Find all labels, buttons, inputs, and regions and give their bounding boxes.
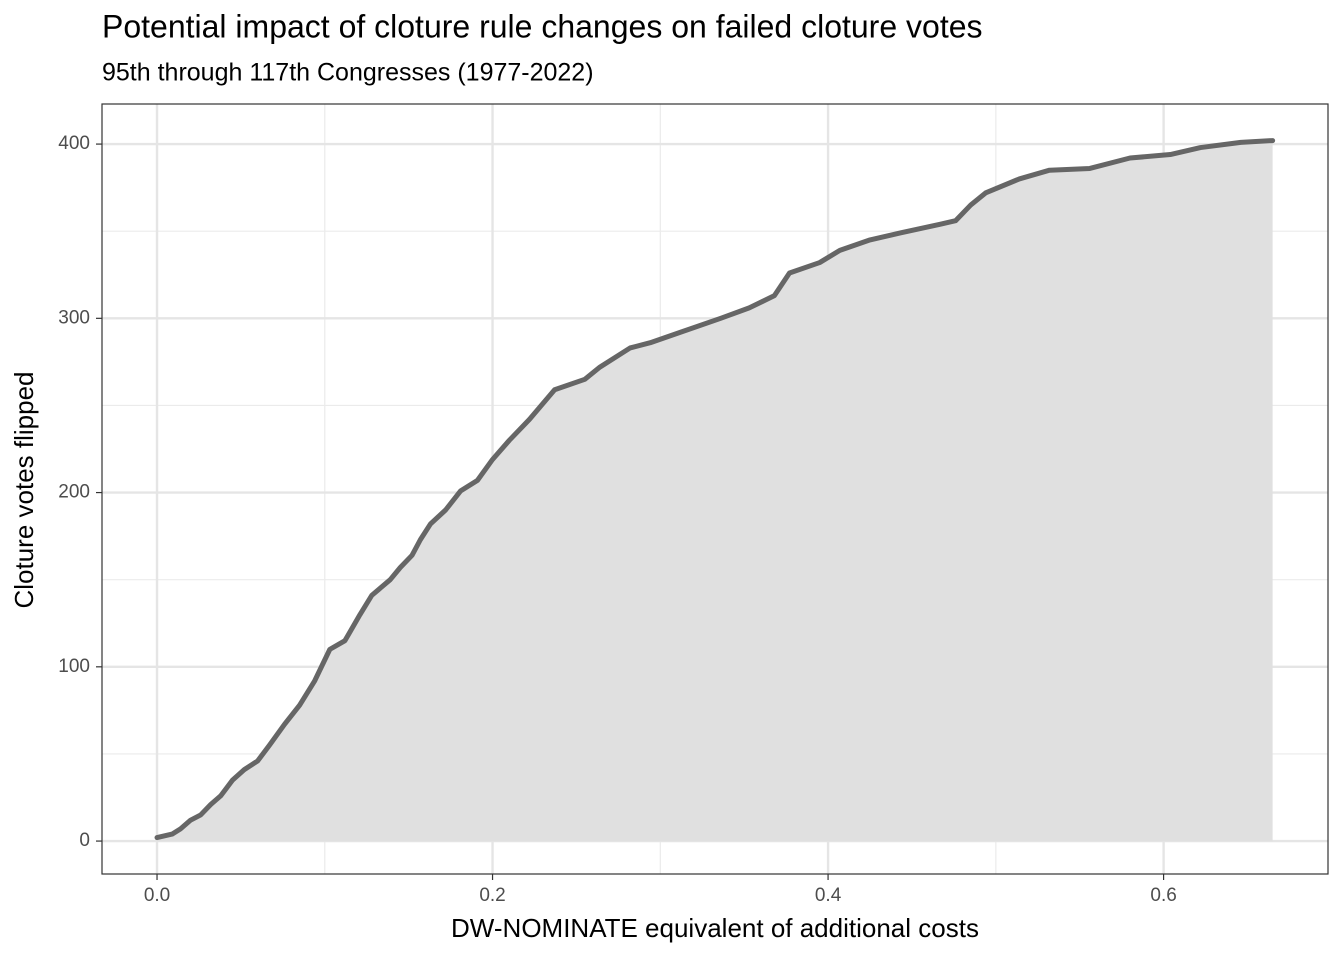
chart-subtitle: 95th through 117th Congresses (1977-2022…	[102, 59, 594, 87]
x-tick-label: 0.4	[815, 885, 842, 906]
y-tick-label: 100	[58, 656, 90, 677]
y-tick-label: 0	[79, 830, 90, 851]
x-tick-label: 0.6	[1150, 885, 1176, 906]
y-tick-label: 300	[58, 307, 90, 328]
x-axis-title: DW-NOMINATE equivalent of additional cos…	[451, 913, 979, 943]
x-tick-label: 0.2	[479, 885, 505, 906]
y-axis-title: Cloture votes flipped	[9, 371, 39, 608]
x-tick-label: 0.0	[144, 885, 170, 906]
y-tick-label: 400	[58, 133, 90, 154]
line	[154, 138, 1276, 841]
plot-border	[101, 103, 1329, 875]
y-tick-label: 200	[58, 482, 90, 503]
chart-title: Potential impact of cloture rule changes…	[102, 8, 983, 44]
area	[157, 140, 1273, 842]
